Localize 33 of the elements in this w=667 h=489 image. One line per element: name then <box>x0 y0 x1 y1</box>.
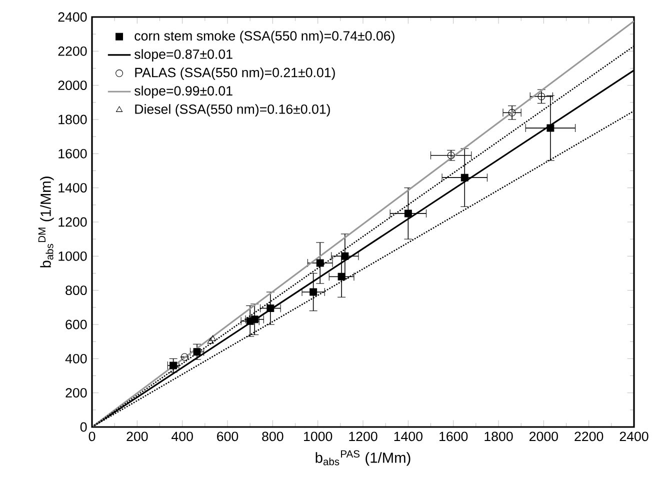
x-axis-title: b$_{abs}$$^{PAS}$ (1/Mm) <box>316 450 410 466</box>
legend-label: corn stem smoke (SSA(550 nm)=0.74±0.06) <box>134 30 394 44</box>
y-tick-label: 1600 <box>58 148 87 158</box>
x-tick-label: 2400 <box>620 432 648 442</box>
legend-label: Diesel (SSA(550 nm)=0.16±0.01) <box>135 104 330 117</box>
y-tick-label: 1800 <box>58 114 87 124</box>
y-tick-label: 1200 <box>58 217 87 227</box>
y-tick-label: 800 <box>66 286 87 296</box>
y-tick-label: 2400 <box>58 12 87 22</box>
y-axis-title: b$_{abs}$$^{DM}$ (1/Mm) <box>38 176 54 268</box>
x-tick-label: 600 <box>217 432 238 442</box>
x-tick-label: 1000 <box>304 432 332 442</box>
y-tick-label: 2000 <box>58 80 87 90</box>
legend-label: slope=0.99±0.01 <box>134 86 232 98</box>
x-tick-label: 400 <box>172 432 193 442</box>
y-tick-label: 200 <box>66 388 87 398</box>
y-tick-label: 1000 <box>58 251 87 261</box>
y-tick-label: 2200 <box>58 46 87 56</box>
y-tick-label: 0 <box>80 422 87 432</box>
y-tick-label: 400 <box>65 354 87 364</box>
x-tick-label: 800 <box>262 432 284 442</box>
x-tick-label: 0 <box>88 432 96 442</box>
x-tick-label: 2200 <box>574 432 604 442</box>
x-tick-label: 200 <box>126 432 148 442</box>
legend-label: PALAS (SSA(550 nm)=0.21±0.01) <box>135 67 335 80</box>
x-tick-label: 1800 <box>484 432 513 442</box>
x-tick-label: 1400 <box>394 432 422 442</box>
y-tick-label: 1400 <box>58 183 87 193</box>
x-tick-label: 1200 <box>349 432 378 442</box>
legend-label: slope=0.87±0.01 <box>134 49 232 62</box>
y-tick-label: 600 <box>66 320 87 330</box>
x-tick-label: 2000 <box>530 432 558 442</box>
x-tick-label: 1600 <box>440 432 468 442</box>
